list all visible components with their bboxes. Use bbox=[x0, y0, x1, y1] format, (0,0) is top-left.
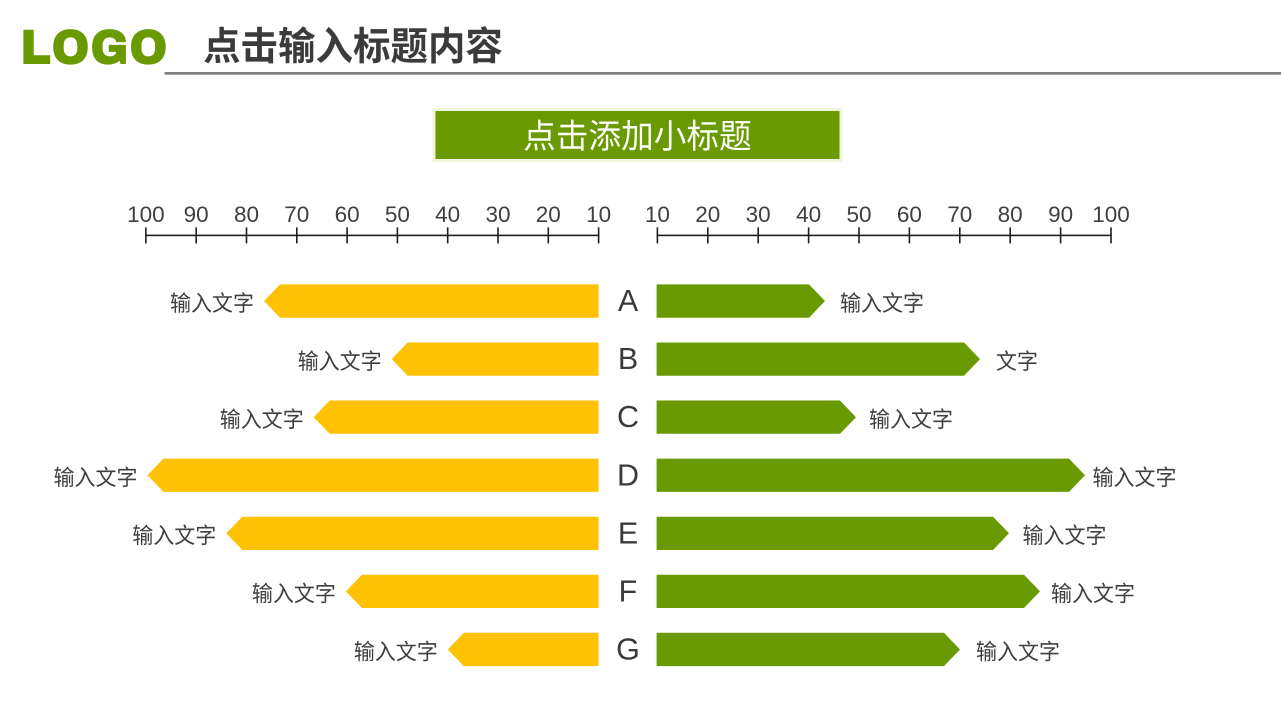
svg-text:90: 90 bbox=[1048, 202, 1073, 227]
svg-text:90: 90 bbox=[184, 202, 209, 227]
svg-text:E: E bbox=[618, 516, 638, 550]
svg-text:100: 100 bbox=[1092, 202, 1130, 227]
svg-text:100: 100 bbox=[127, 202, 165, 227]
svg-text:50: 50 bbox=[385, 202, 410, 227]
svg-text:40: 40 bbox=[435, 202, 460, 227]
svg-text:50: 50 bbox=[846, 202, 871, 227]
svg-text:60: 60 bbox=[897, 202, 922, 227]
svg-text:80: 80 bbox=[234, 202, 259, 227]
svg-text:30: 30 bbox=[485, 202, 510, 227]
svg-text:60: 60 bbox=[335, 202, 360, 227]
svg-text:70: 70 bbox=[284, 202, 309, 227]
svg-text:40: 40 bbox=[796, 202, 821, 227]
svg-text:80: 80 bbox=[998, 202, 1023, 227]
svg-text:B: B bbox=[618, 342, 638, 376]
svg-text:20: 20 bbox=[695, 202, 720, 227]
svg-text:D: D bbox=[617, 458, 639, 492]
svg-text:A: A bbox=[618, 284, 639, 318]
svg-text:20: 20 bbox=[536, 202, 561, 227]
svg-text:F: F bbox=[619, 574, 638, 608]
svg-text:C: C bbox=[617, 400, 639, 434]
svg-text:10: 10 bbox=[645, 202, 670, 227]
svg-text:10: 10 bbox=[586, 202, 611, 227]
svg-text:G: G bbox=[616, 633, 640, 667]
svg-text:70: 70 bbox=[947, 202, 972, 227]
svg-text:30: 30 bbox=[746, 202, 771, 227]
